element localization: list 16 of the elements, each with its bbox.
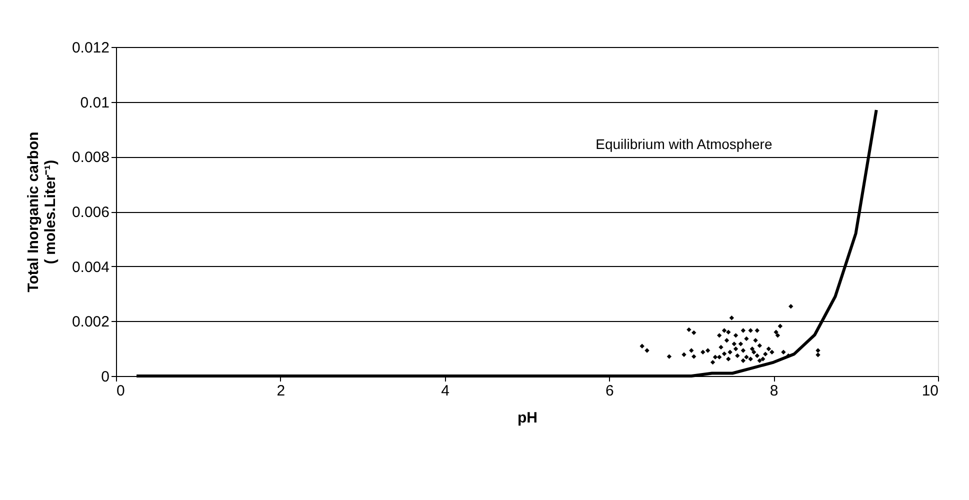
y-tick-label: 0.002 (72, 314, 110, 331)
y-tick-label: 0.01 (80, 94, 110, 112)
x-axis-title: pH (518, 410, 538, 426)
y-tick-label: 0.006 (72, 204, 110, 221)
x-tick-label: 2 (276, 382, 286, 400)
x-tick-label: 10 (922, 382, 938, 400)
y-tick-label: 0.012 (72, 40, 110, 56)
annotation: Equilibrium with Atmosphere (596, 136, 772, 152)
x-tick-label: 0 (116, 382, 125, 400)
y-tick-label: 0 (101, 368, 110, 386)
x-tick-label: 6 (606, 382, 614, 400)
y-tick-label: 0.008 (72, 149, 110, 166)
x-tick-label: 8 (770, 382, 778, 400)
x-tick-label: 4 (441, 382, 450, 400)
y-tick-label: 0.004 (72, 258, 110, 276)
y-axis-title: Total Inorganic carbon ( moles.Liter⁻¹) (24, 132, 59, 292)
